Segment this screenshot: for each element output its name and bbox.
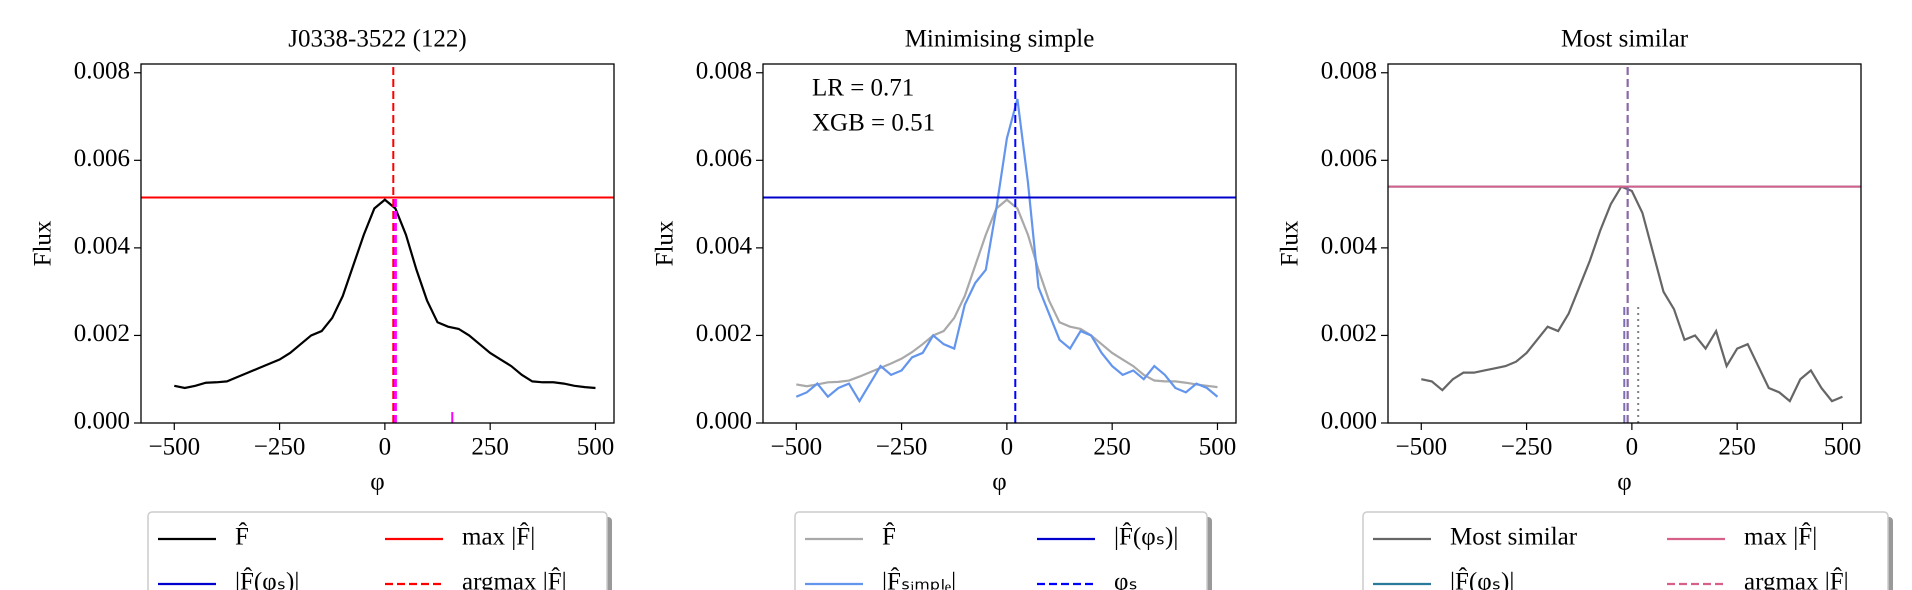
chart-title: Most similar xyxy=(1561,26,1689,53)
legend-label: |F̂(φₛ)| xyxy=(235,567,299,590)
y-axis-label: Flux xyxy=(30,220,57,266)
y-tick-label: 0.008 xyxy=(696,57,752,84)
x-tick-label: 500 xyxy=(1199,434,1237,461)
legend-label: F̂ xyxy=(235,522,249,551)
y-tick-label: 0.008 xyxy=(74,57,130,84)
x-axis-label: φ xyxy=(1617,469,1631,496)
legend-label: φₛ xyxy=(1114,569,1138,590)
y-tick-label: 0.000 xyxy=(74,408,130,435)
legend-label: |F̂ₛᵢₘₚₗₑ| xyxy=(882,567,956,590)
axes-frame xyxy=(140,63,615,424)
annotation: LR = 0.71 xyxy=(812,75,914,102)
data-line xyxy=(174,198,596,390)
y-tick-label: 0.002 xyxy=(74,320,130,347)
x-tick-label: 250 xyxy=(1718,434,1756,461)
legend-box xyxy=(147,511,608,590)
legend-label: max |F̂| xyxy=(1744,522,1817,551)
y-tick-label: 0.006 xyxy=(1321,145,1377,172)
x-tick-label: 500 xyxy=(1824,434,1862,461)
x-axis-label: φ xyxy=(370,469,384,496)
y-tick-label: 0.008 xyxy=(1321,57,1377,84)
x-tick-label: −250 xyxy=(876,434,928,461)
x-tick-label: −500 xyxy=(770,434,822,461)
y-tick-label: 0.000 xyxy=(1321,408,1377,435)
x-tick-label: 250 xyxy=(471,434,509,461)
plot-area xyxy=(763,64,1236,423)
data-line xyxy=(796,198,1218,389)
x-tick-label: −500 xyxy=(1395,434,1447,461)
chart-title: Minimising simple xyxy=(905,26,1095,53)
chart-title: J0338-3522 (122) xyxy=(288,26,466,53)
y-tick-label: 0.004 xyxy=(1321,233,1378,260)
legend-label: F̂ xyxy=(882,522,896,551)
y-tick-label: 0.004 xyxy=(74,233,131,260)
x-tick-label: −250 xyxy=(1501,434,1553,461)
annotation: XGB = 0.51 xyxy=(812,110,935,137)
y-axis-label: Flux xyxy=(1277,220,1304,266)
x-tick-label: 0 xyxy=(379,434,392,461)
legend-box xyxy=(1362,511,1889,590)
data-line xyxy=(795,98,1219,404)
y-tick-label: 0.002 xyxy=(1321,320,1377,347)
x-axis-label: φ xyxy=(992,469,1006,496)
legend-label: argmax |F̂| xyxy=(462,567,567,590)
legend-box xyxy=(794,511,1208,590)
x-tick-label: −250 xyxy=(254,434,306,461)
legend-label: max |F̂| xyxy=(462,522,535,551)
y-tick-label: 0.006 xyxy=(74,145,130,172)
legend-label: argmax |F̂| xyxy=(1744,567,1849,590)
data-line xyxy=(1421,185,1843,403)
x-tick-label: 0 xyxy=(1626,434,1639,461)
x-tick-label: 500 xyxy=(577,434,615,461)
x-tick-label: 0 xyxy=(1001,434,1014,461)
x-tick-label: 250 xyxy=(1093,434,1131,461)
legend-label: |F̂(φₛ)| xyxy=(1114,522,1178,551)
legend-label: Most similar xyxy=(1450,524,1578,551)
y-tick-label: 0.000 xyxy=(696,408,752,435)
plot-area xyxy=(1388,64,1861,423)
plot-area xyxy=(141,64,614,423)
y-axis-label: Flux xyxy=(652,220,679,266)
y-tick-label: 0.002 xyxy=(696,320,752,347)
axes-frame xyxy=(1387,63,1862,424)
x-tick-label: −500 xyxy=(148,434,200,461)
y-tick-label: 0.004 xyxy=(696,233,753,260)
legend-label: |F̂(φₛ)| xyxy=(1450,567,1514,590)
y-tick-label: 0.006 xyxy=(696,145,752,172)
axes-frame xyxy=(762,63,1237,424)
